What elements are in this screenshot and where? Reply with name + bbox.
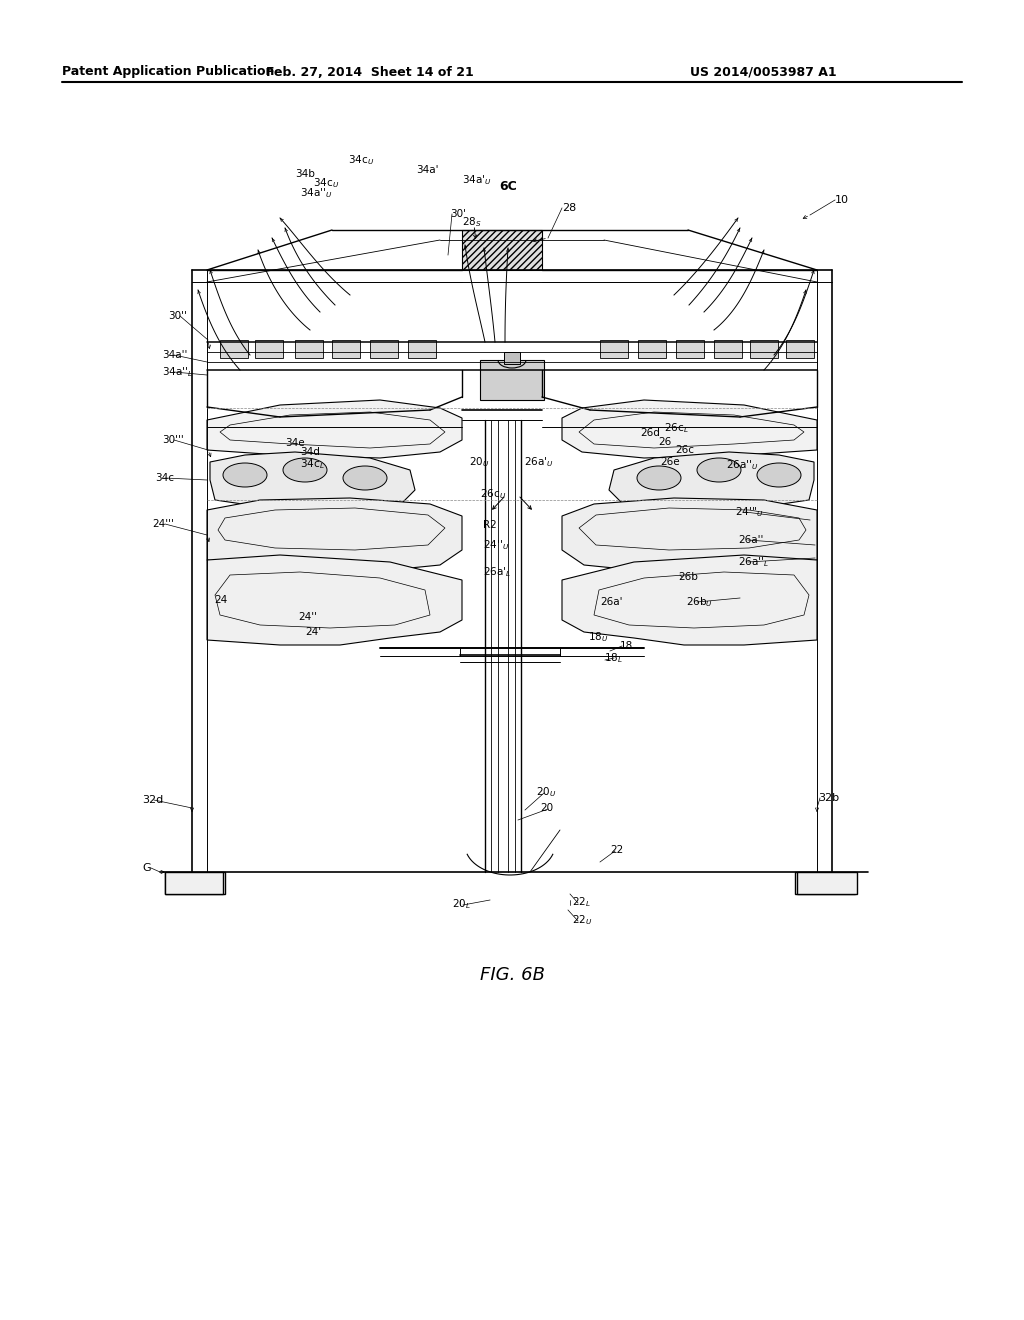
Text: Patent Application Publication: Patent Application Publication bbox=[62, 66, 274, 78]
Text: 34e: 34e bbox=[285, 438, 304, 447]
Text: 26d: 26d bbox=[640, 428, 659, 438]
Text: 20$_U$: 20$_U$ bbox=[536, 785, 556, 799]
Text: 26a'': 26a'' bbox=[738, 535, 763, 545]
Text: 24''$_U$: 24''$_U$ bbox=[483, 539, 509, 552]
Polygon shape bbox=[562, 400, 817, 458]
Text: 22: 22 bbox=[610, 845, 624, 855]
Bar bbox=[750, 341, 778, 358]
Text: 32b: 32b bbox=[818, 793, 839, 803]
Text: 34a''$_L$: 34a''$_L$ bbox=[162, 366, 193, 379]
Polygon shape bbox=[609, 451, 814, 510]
Text: 34a'$_U$: 34a'$_U$ bbox=[462, 173, 492, 187]
Text: 26: 26 bbox=[658, 437, 672, 447]
Polygon shape bbox=[562, 498, 817, 572]
Text: 34a''$_U$: 34a''$_U$ bbox=[300, 186, 333, 199]
Bar bbox=[638, 341, 666, 358]
Text: 34a'': 34a'' bbox=[162, 350, 187, 360]
Text: 24: 24 bbox=[214, 595, 227, 605]
Text: R2: R2 bbox=[483, 520, 497, 531]
Bar bbox=[676, 341, 705, 358]
Text: 18$_U$: 18$_U$ bbox=[588, 630, 608, 644]
Text: 30': 30' bbox=[450, 209, 466, 219]
Text: US 2014/0053987 A1: US 2014/0053987 A1 bbox=[690, 66, 837, 78]
Bar bbox=[480, 360, 544, 400]
Text: 34c$_U$: 34c$_U$ bbox=[313, 176, 339, 190]
Polygon shape bbox=[207, 498, 462, 572]
Bar bbox=[295, 341, 323, 358]
Text: 26c: 26c bbox=[675, 445, 694, 455]
Text: 26a''$_U$: 26a''$_U$ bbox=[726, 458, 759, 471]
Bar bbox=[504, 352, 520, 364]
Text: 34c$_L$: 34c$_L$ bbox=[300, 457, 325, 471]
Text: 34b: 34b bbox=[295, 169, 314, 180]
Text: 30''': 30''' bbox=[162, 436, 183, 445]
Text: 20$_L$: 20$_L$ bbox=[452, 898, 471, 911]
Text: 34c: 34c bbox=[155, 473, 174, 483]
Text: Feb. 27, 2014  Sheet 14 of 21: Feb. 27, 2014 Sheet 14 of 21 bbox=[266, 66, 474, 78]
Text: 26a': 26a' bbox=[600, 597, 623, 607]
Text: 24'': 24'' bbox=[298, 612, 317, 622]
Ellipse shape bbox=[343, 466, 387, 490]
Bar bbox=[797, 873, 857, 894]
Bar bbox=[220, 341, 248, 358]
Bar bbox=[255, 341, 283, 358]
Text: 34a': 34a' bbox=[416, 165, 438, 176]
Text: 32d: 32d bbox=[142, 795, 163, 805]
Text: 26a'$_U$: 26a'$_U$ bbox=[524, 455, 554, 469]
Text: 20$_U$: 20$_U$ bbox=[469, 455, 489, 469]
Polygon shape bbox=[562, 554, 817, 645]
Text: 6C: 6C bbox=[499, 180, 517, 193]
Text: 18: 18 bbox=[620, 642, 633, 651]
Text: 24'''$_U$: 24'''$_U$ bbox=[735, 506, 764, 519]
Text: 34c$_U$: 34c$_U$ bbox=[348, 153, 374, 166]
Text: 26b$_U$: 26b$_U$ bbox=[686, 595, 713, 609]
Ellipse shape bbox=[223, 463, 267, 487]
Bar bbox=[332, 341, 360, 358]
Bar bbox=[462, 230, 542, 271]
Text: 26c$_L$: 26c$_L$ bbox=[664, 421, 688, 434]
Text: 34d: 34d bbox=[300, 447, 319, 457]
Bar bbox=[370, 341, 398, 358]
Text: 22$_U$: 22$_U$ bbox=[572, 913, 593, 927]
Text: 26c$_U$: 26c$_U$ bbox=[480, 487, 506, 500]
Text: 26e: 26e bbox=[660, 457, 680, 467]
Ellipse shape bbox=[697, 458, 741, 482]
Text: 10: 10 bbox=[835, 195, 849, 205]
Bar bbox=[165, 873, 223, 894]
Ellipse shape bbox=[283, 458, 327, 482]
Text: 26b: 26b bbox=[678, 572, 698, 582]
Text: 26a'$_L$: 26a'$_L$ bbox=[483, 565, 511, 579]
Text: 20: 20 bbox=[540, 803, 553, 813]
Bar bbox=[714, 341, 742, 358]
Text: G: G bbox=[142, 863, 151, 873]
Ellipse shape bbox=[757, 463, 801, 487]
Text: 30'': 30'' bbox=[168, 312, 186, 321]
Bar bbox=[165, 873, 225, 894]
Text: 24''': 24''' bbox=[152, 519, 174, 529]
Text: 22$_L$: 22$_L$ bbox=[572, 895, 591, 909]
Polygon shape bbox=[207, 554, 462, 645]
Text: 24': 24' bbox=[305, 627, 322, 638]
Text: 26a''$_L$: 26a''$_L$ bbox=[738, 556, 769, 569]
Bar bbox=[786, 341, 814, 358]
Bar bbox=[795, 873, 855, 894]
Polygon shape bbox=[210, 451, 415, 510]
Text: 28: 28 bbox=[562, 203, 577, 213]
Ellipse shape bbox=[637, 466, 681, 490]
Bar bbox=[600, 341, 628, 358]
Text: 18$_L$: 18$_L$ bbox=[604, 651, 623, 665]
Text: 28$_S$: 28$_S$ bbox=[462, 215, 481, 228]
Polygon shape bbox=[207, 400, 462, 458]
Text: FIG. 6B: FIG. 6B bbox=[479, 966, 545, 983]
Bar bbox=[408, 341, 436, 358]
